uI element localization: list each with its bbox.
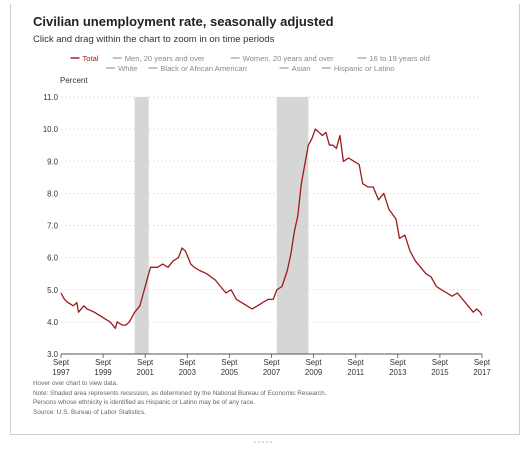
y-tick-label-1: 4.0 [47, 318, 59, 327]
x-tick-year-3: 2003 [179, 368, 196, 377]
gridlines [61, 96, 482, 323]
note-recession: Note: Shaded area represents recession, … [33, 389, 327, 397]
chart-title: Civilian unemployment rate, seasonally a… [33, 14, 334, 29]
chart-notes: Hover over chart to view data. Note: Sha… [33, 379, 326, 417]
x-tick-month-8: Sept [390, 358, 407, 367]
x-tick-month-0: Sept [53, 358, 70, 367]
series-line-0[interactable] [60, 128, 483, 329]
series-lines[interactable] [60, 128, 483, 329]
y-tick-label-3: 6.0 [47, 254, 59, 263]
legend-item-1[interactable]: Men, 20 years and over [125, 54, 205, 63]
legend-item-2[interactable]: Women, 20 years and over [243, 54, 335, 63]
legend-item-4[interactable]: White [118, 64, 137, 73]
x-tick-year-5: 2007 [263, 368, 280, 377]
x-tick-month-10: Sept [474, 358, 491, 367]
x-axis: Sept1997Sept1999Sept2001Sept2003Sept2005… [52, 354, 491, 377]
legend-item-6[interactable]: Asian [292, 64, 311, 73]
legend-item-0[interactable]: Total [82, 54, 98, 63]
legend-item-5[interactable]: Black or African American [160, 64, 247, 73]
chart-subtitle: Click and drag within the chart to zoom … [33, 34, 275, 45]
x-tick-year-2: 2001 [137, 368, 154, 377]
x-tick-month-3: Sept [179, 358, 196, 367]
y-tick-label-2: 5.0 [47, 286, 59, 295]
divider-mark [254, 441, 274, 443]
x-tick-year-8: 2013 [389, 368, 406, 377]
x-tick-month-4: Sept [221, 358, 238, 367]
y-axis: 3.0 4.0 5.0 6.0 7.0 8.0 9.0 10.0 11.0 [43, 93, 482, 359]
x-tick-year-6: 2009 [305, 368, 322, 377]
legend-item-3[interactable]: 16 to 19 years old [369, 54, 429, 63]
y-tick-label-6: 9.0 [47, 157, 59, 166]
y-tick-label-0: 3.0 [47, 350, 59, 359]
legend-item-7[interactable]: Hispanic or Latino [334, 64, 395, 73]
note-hover: Hover over chart to view data. [33, 380, 118, 387]
chart-legend: Total Men, 20 years and over Women, 20 yea… [70, 54, 430, 73]
x-tick-year-7: 2011 [347, 368, 364, 377]
x-tick-month-6: Sept [306, 358, 323, 367]
x-tick-year-9: 2015 [431, 368, 449, 377]
x-tick-month-7: Sept [348, 358, 365, 367]
x-tick-year-4: 2005 [221, 368, 239, 377]
x-tick-month-1: Sept [95, 358, 112, 367]
y-tick-label-5: 8.0 [47, 189, 59, 198]
note-ethnicity: Persons whose ethnicity is identified as… [33, 399, 256, 407]
y-tick-label-4: 7.0 [47, 222, 59, 231]
y-tick-label-8: 11.0 [43, 93, 58, 102]
y-tick-label-7: 10.0 [43, 125, 59, 134]
x-tick-month-5: Sept [263, 358, 280, 367]
x-tick-year-10: 2017 [473, 368, 490, 377]
x-tick-month-2: Sept [137, 358, 154, 367]
y-axis-label: Percent [60, 76, 88, 85]
x-tick-month-9: Sept [432, 358, 449, 367]
x-tick-year-1: 1999 [94, 368, 111, 377]
note-source: Source: U.S. Bureau of Labor Statistics. [33, 408, 146, 416]
x-tick-year-0: 1997 [52, 368, 69, 377]
chart-panel [10, 4, 520, 435]
